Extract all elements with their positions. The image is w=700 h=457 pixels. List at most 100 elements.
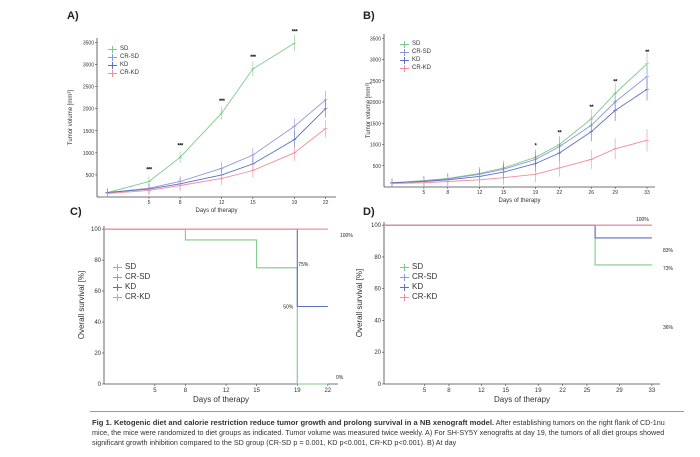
y-tick-label: 2000 (370, 100, 381, 106)
legend-item: SD (113, 262, 150, 272)
survival-end-label: 36% (663, 325, 674, 331)
x-tick-label: 8 (179, 200, 182, 206)
x-tick-label: 33 (644, 190, 650, 196)
legend-label: CR-KD (120, 70, 139, 76)
significance-marker: *** (292, 29, 299, 35)
panel-b-label: B) (363, 10, 375, 22)
legend-item: CR-KD (113, 292, 150, 302)
y-tick-label: 3000 (370, 58, 381, 64)
x-tick-label: 25 (584, 388, 591, 394)
significance-marker: ** (613, 80, 618, 86)
legend-label: SD (412, 262, 424, 271)
legend-item: KD (113, 282, 150, 292)
x-tick-label: 8 (184, 388, 188, 394)
panel-c-label: C) (70, 206, 82, 218)
legend-label: KD (120, 62, 129, 68)
x-tick-label: 15 (250, 200, 256, 206)
legend-label: CR-KD (412, 65, 431, 71)
y-tick-label: 1000 (370, 143, 381, 149)
x-tick-label: 19 (535, 388, 542, 394)
series-line-cr-sd (107, 99, 326, 194)
series-line-cr-sd (391, 76, 648, 184)
x-tick-label: 12 (477, 190, 483, 196)
y-axis-label: Overall survival [%] (355, 269, 364, 337)
legend-label: CR-KD (125, 292, 151, 301)
legend-label: KD (412, 57, 421, 63)
x-tick-label: 29 (616, 388, 623, 394)
y-tick-label: 500 (86, 173, 95, 179)
x-tick-label: 12 (219, 200, 225, 206)
figure-caption: Fig 1. Ketogenic diet and calorie restri… (92, 418, 682, 447)
significance-marker: ** (645, 50, 650, 56)
legend-label: KD (125, 282, 137, 291)
x-tick-label: 15 (501, 190, 507, 196)
series-line-kd (107, 108, 326, 194)
series-line-cr-kd (391, 139, 648, 185)
y-tick-label: 40 (374, 318, 381, 324)
x-tick-label: 5 (153, 388, 157, 394)
legend-item: CR-SD (113, 272, 150, 282)
legend-label: CR-SD (120, 54, 139, 60)
series-line-sd (391, 63, 648, 184)
legend-swatch (400, 56, 409, 64)
legend-item: KD (400, 56, 431, 64)
survival-end-label: 100% (636, 217, 649, 223)
series-line-sd (384, 224, 652, 266)
x-tick-label: 19 (533, 190, 539, 196)
legend-swatch (108, 45, 117, 53)
y-tick-label: 2500 (83, 85, 94, 91)
legend-label: SD (120, 46, 129, 52)
y-tick-label: 3500 (370, 36, 381, 42)
x-tick-label: 5 (422, 190, 425, 196)
survival-end-label: 0% (336, 375, 344, 381)
caption-title: Fig 1. Ketogenic diet and calorie restri… (92, 418, 495, 427)
legend-swatch (400, 64, 409, 72)
legend-swatch (113, 263, 122, 271)
y-tick-label: 40 (94, 320, 101, 326)
legend-swatch (400, 263, 409, 271)
legend-swatch (113, 283, 122, 291)
legend-swatch (400, 293, 409, 301)
legend-swatch (400, 40, 409, 48)
y-tick-label: 60 (374, 287, 381, 293)
legend-swatch (108, 53, 117, 61)
legend-item: KD (400, 282, 437, 292)
legend-item: SD (400, 262, 437, 272)
panel-a-label: A) (67, 10, 79, 22)
y-tick-label: 80 (374, 255, 381, 261)
legend-item: SD (108, 45, 139, 53)
legend-label: CR-KD (412, 292, 438, 301)
legend-item: CR-SD (108, 53, 139, 61)
legend-label: CR-SD (412, 49, 431, 55)
y-tick-label: 1000 (83, 151, 94, 157)
x-tick-label: 12 (478, 388, 485, 394)
significance-marker: * (535, 143, 538, 149)
x-tick-label: 19 (292, 200, 298, 206)
legend-swatch (113, 273, 122, 281)
legend-swatch (108, 61, 117, 69)
y-axis-label: Tumor volume [mm³] (366, 83, 372, 138)
legend-item: CR-SD (400, 48, 431, 56)
y-axis-label: Tumor volume [mm³] (68, 90, 74, 145)
significance-marker: *** (177, 143, 184, 149)
x-axis-label: Days of therapy (494, 395, 550, 404)
significance-marker: *** (146, 168, 153, 174)
legend-swatch (400, 273, 409, 281)
y-axis-label: Overall survival [%] (77, 271, 86, 339)
survival-end-label: 83% (663, 248, 674, 254)
y-tick-label: 2000 (83, 107, 94, 113)
series-line-sd (104, 228, 328, 385)
series-line-sd (107, 42, 295, 194)
survival-end-label: 73% (663, 266, 674, 272)
x-tick-label: 22 (324, 388, 331, 394)
legend-swatch (113, 293, 122, 301)
y-tick-label: 80 (94, 258, 101, 264)
y-tick-label: 500 (373, 164, 382, 170)
legend-label: CR-SD (125, 272, 151, 281)
survival-end-label: 75% (298, 262, 309, 268)
y-tick-label: 60 (94, 289, 101, 295)
legend-item: CR-KD (108, 69, 139, 77)
legend-label: SD (125, 262, 137, 271)
series-line-kd (384, 224, 652, 239)
y-tick-label: 20 (374, 350, 381, 356)
